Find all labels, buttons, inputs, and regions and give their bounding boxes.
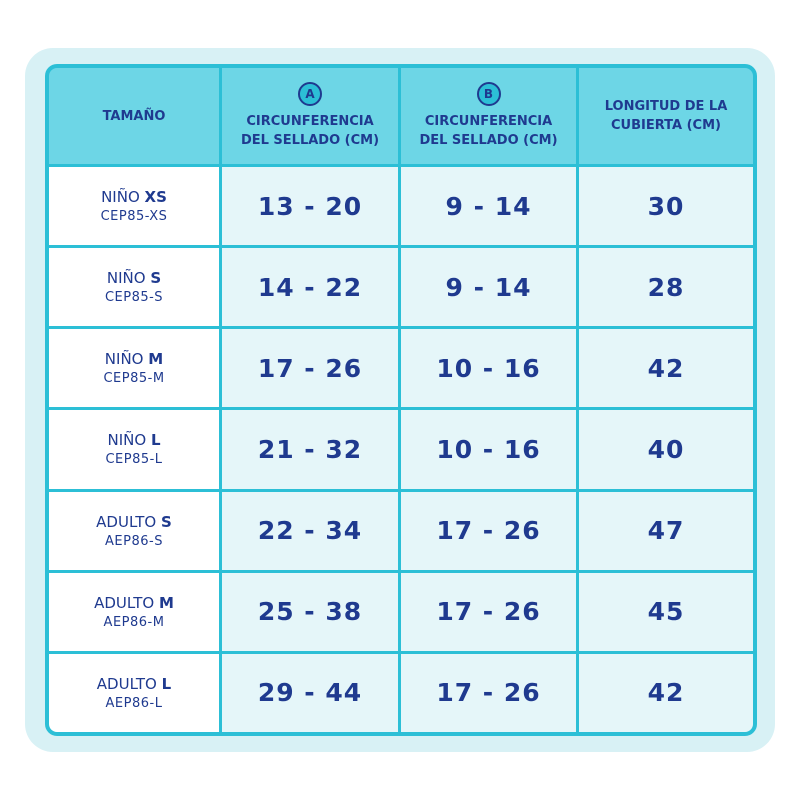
size-group: ADULTO (94, 593, 155, 612)
value-text: 28 (647, 272, 685, 302)
header-label: LONGITUD DE LA CUBIERTA (CM) (604, 99, 728, 133)
header-size: TAMAÑO (102, 108, 166, 124)
size-group: ADULTO (96, 674, 157, 693)
size-cell: NIÑO M CEP85-M (49, 329, 219, 408)
size-cell: NIÑO S CEP85-S (49, 248, 219, 327)
badge: A (298, 82, 322, 106)
value-text: 13 - 20 (257, 191, 363, 221)
value-text: 21 - 32 (257, 434, 363, 464)
value-text: 9 - 14 (445, 191, 532, 221)
value-cell: 9 - 14 (401, 248, 576, 327)
value-text: 22 - 34 (257, 516, 363, 546)
size-group: NIÑO (106, 269, 146, 288)
size-name: ADULTO S (96, 513, 172, 531)
value-text: 29 - 44 (257, 678, 363, 708)
value-text: 17 - 26 (436, 516, 541, 546)
size-name: ADULTO M (94, 594, 174, 612)
value-text: 10 - 16 (436, 353, 541, 383)
header-cell: B CIRCUNFERENCIA DEL SELLADO (CM) (401, 68, 576, 164)
size-cell: ADULTO S AEP86-S (49, 491, 219, 570)
product-code: AEP86-L (105, 695, 163, 711)
size-cell: ADULTO L AEP86-L (49, 653, 219, 732)
size-group: NIÑO (107, 431, 147, 450)
size-name: ADULTO L (97, 675, 171, 693)
value-cell: 40 (579, 410, 753, 489)
size-letter: L (161, 674, 172, 693)
size-letter: L (150, 431, 161, 450)
header-cell: LONGITUD DE LA CUBIERTA (CM) (579, 68, 753, 164)
size-letter: M (158, 593, 174, 612)
product-code: CEP85-M (103, 371, 165, 387)
value-text: 45 (647, 597, 685, 627)
value-cell: 17 - 26 (401, 491, 576, 570)
size-name: NIÑO M (105, 350, 163, 368)
value-text: 14 - 22 (257, 272, 363, 302)
value-text: 47 (647, 516, 685, 546)
value-text: 42 (647, 678, 685, 708)
size-table: TAMAÑO A CIRCUNFERENCIA DEL SELLADO (CM)… (45, 64, 757, 736)
size-name: NIÑO S (107, 269, 161, 287)
value-text: 10 - 16 (436, 434, 541, 464)
size-cell: NIÑO XS CEP85-XS (49, 167, 219, 246)
value-cell: 42 (579, 653, 753, 732)
header-cell: TAMAÑO (49, 68, 219, 164)
value-cell: 25 - 38 (222, 572, 398, 651)
value-text: 30 (647, 191, 685, 221)
value-text: 40 (647, 434, 685, 464)
product-code: AEP86-S (105, 533, 163, 549)
size-letter: S (161, 512, 172, 531)
header-cell: A CIRCUNFERENCIA DEL SELLADO (CM) (222, 68, 398, 164)
value-cell: 13 - 20 (222, 167, 398, 246)
size-group: NIÑO (101, 188, 140, 207)
product-code: AEP86-M (103, 614, 165, 630)
value-text: 17 - 26 (436, 678, 541, 708)
value-cell: 29 - 44 (222, 653, 398, 732)
header-label: CIRCUNFERENCIA DEL SELLADO (CM) (419, 114, 558, 148)
value-cell: 17 - 26 (222, 329, 398, 408)
size-name: NIÑO XS (101, 188, 167, 206)
product-code: CEP85-L (105, 452, 163, 468)
size-cell: NIÑO L CEP85-L (49, 410, 219, 489)
size-letter: S (150, 269, 162, 288)
value-cell: 17 - 26 (401, 572, 576, 651)
size-group: ADULTO (96, 512, 157, 531)
value-cell: 17 - 26 (401, 653, 576, 732)
value-cell: 10 - 16 (401, 329, 576, 408)
value-cell: 45 (579, 572, 753, 651)
value-cell: 30 (579, 167, 753, 246)
size-cell: ADULTO M AEP86-M (49, 572, 219, 651)
value-cell: 22 - 34 (222, 491, 398, 570)
value-text: 17 - 26 (436, 597, 541, 627)
badge: B (476, 82, 501, 106)
value-text: 9 - 14 (445, 272, 532, 302)
value-cell: 28 (579, 248, 753, 327)
value-text: 42 (647, 353, 685, 383)
value-cell: 47 (579, 491, 753, 570)
value-text: 17 - 26 (257, 353, 363, 383)
value-text: 25 - 38 (257, 597, 363, 627)
value-cell: 14 - 22 (222, 248, 398, 327)
product-code: CEP85-XS (100, 209, 168, 225)
header-label: CIRCUNFERENCIA DEL SELLADO (CM) (240, 114, 380, 148)
value-cell: 10 - 16 (401, 410, 576, 489)
value-cell: 42 (579, 329, 753, 408)
size-letter: XS (144, 188, 167, 207)
size-group: NIÑO (104, 350, 144, 369)
value-cell: 9 - 14 (401, 167, 576, 246)
size-letter: M (148, 350, 164, 369)
size-name: NIÑO L (107, 431, 160, 449)
product-code: CEP85-S (104, 290, 164, 306)
value-cell: 21 - 32 (222, 410, 398, 489)
